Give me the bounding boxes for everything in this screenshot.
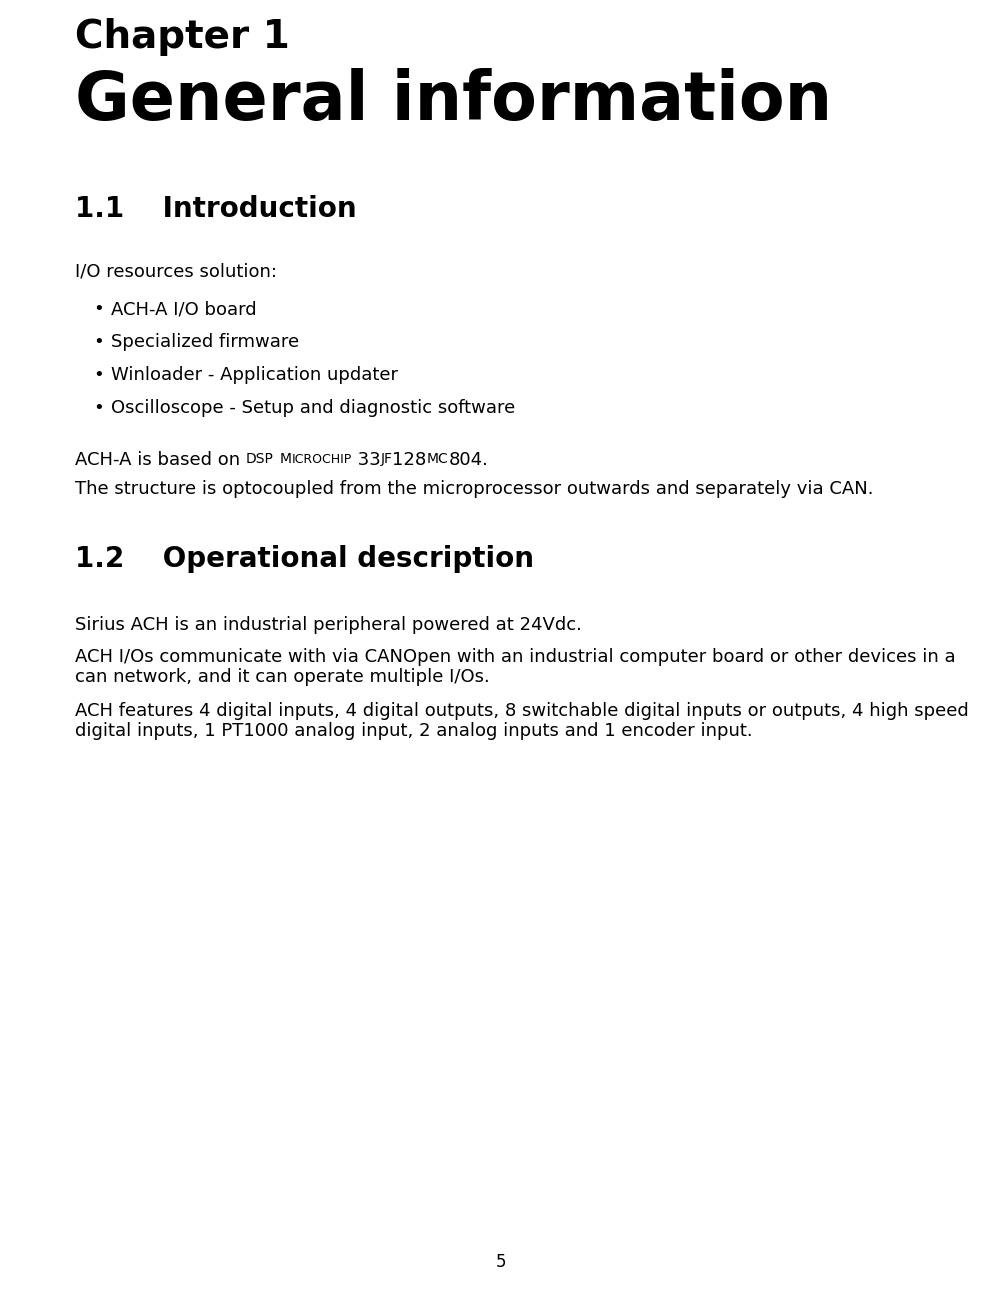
Text: 5: 5	[496, 1253, 506, 1271]
Text: 1.2    Operational description: 1.2 Operational description	[75, 545, 533, 572]
Text: ACH-A is based on: ACH-A is based on	[75, 451, 245, 468]
Text: M: M	[280, 451, 292, 466]
Text: JF: JF	[380, 451, 392, 466]
Text: General information: General information	[75, 68, 832, 134]
Text: •: •	[93, 333, 103, 351]
Text: Oscilloscope - Setup and diagnostic software: Oscilloscope - Setup and diagnostic soft…	[111, 399, 515, 418]
Text: ACH-A I/O board: ACH-A I/O board	[111, 301, 257, 317]
Text: 33: 33	[352, 451, 380, 468]
Text: 128: 128	[392, 451, 426, 468]
Text: 1.1    Introduction: 1.1 Introduction	[75, 195, 357, 222]
Text: ICROCHIP: ICROCHIP	[292, 453, 352, 466]
Text: The structure is optocoupled from the microprocessor outwards and separately via: The structure is optocoupled from the mi…	[75, 480, 873, 498]
Text: Winloader - Application updater: Winloader - Application updater	[111, 366, 398, 384]
Text: ACH features 4 digital inputs, 4 digital outputs, 8 switchable digital inputs or: ACH features 4 digital inputs, 4 digital…	[75, 703, 968, 719]
Text: •: •	[93, 366, 103, 384]
Text: •: •	[93, 399, 103, 418]
Text: 804.: 804.	[448, 451, 488, 468]
Text: can network, and it can operate multiple I/Os.: can network, and it can operate multiple…	[75, 667, 489, 686]
Text: DSP: DSP	[245, 451, 274, 466]
Text: MC: MC	[426, 451, 448, 466]
Text: digital inputs, 1 PT1000 analog input, 2 analog inputs and 1 encoder input.: digital inputs, 1 PT1000 analog input, 2…	[75, 722, 752, 740]
Text: Sirius ACH is an industrial peripheral powered at 24Vdc.: Sirius ACH is an industrial peripheral p…	[75, 615, 581, 634]
Text: I/O resources solution:: I/O resources solution:	[75, 262, 277, 280]
Text: •: •	[93, 301, 103, 317]
Text: Chapter 1: Chapter 1	[75, 18, 290, 56]
Text: ACH I/Os communicate with via CANOpen with an industrial computer board or other: ACH I/Os communicate with via CANOpen wi…	[75, 648, 955, 666]
Text: Specialized firmware: Specialized firmware	[111, 333, 299, 351]
